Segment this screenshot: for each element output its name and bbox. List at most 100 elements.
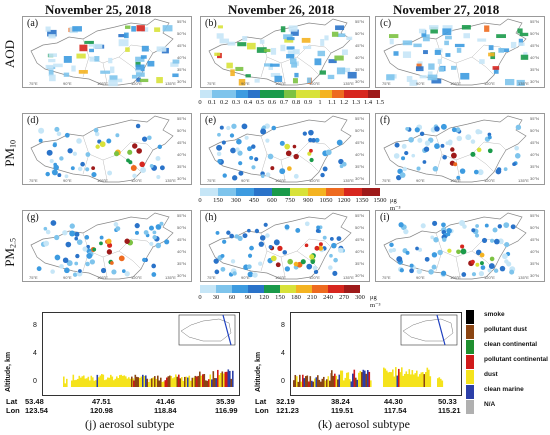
map-lat-label: 55°N: [355, 19, 364, 24]
lidar-column: [353, 369, 356, 387]
map-panel-h: 55°N 50°N 45°N 40°N 35°N 30°N 75°E 90°E 105°E 120…: [200, 210, 370, 282]
colorbar-tick: 1.2: [339, 99, 349, 106]
colorbar-segment: [224, 90, 236, 98]
lidar-column: [349, 379, 351, 387]
colorbar-segment: [254, 188, 272, 196]
station-dot: [284, 224, 290, 230]
aod-pixel: [94, 56, 100, 62]
colorbar-segment: [328, 285, 344, 293]
colorbar-tick: 0.3: [231, 99, 241, 106]
aod-pixel: [156, 77, 163, 84]
lidar-column: [338, 374, 341, 387]
station-dot: [38, 127, 45, 134]
aod-pixel: [71, 65, 76, 72]
lidar-column: [158, 380, 161, 387]
aod-pixel: [342, 67, 351, 73]
lidar-column: [123, 375, 126, 387]
map-province-lines: [435, 232, 507, 278]
lidar-column: [133, 380, 135, 387]
map-lon-label: 90°E: [416, 81, 425, 86]
map-province-lines: [82, 135, 154, 181]
station-dot: [417, 137, 423, 143]
colorbar-segment: [264, 285, 280, 293]
station-dot: [450, 147, 455, 152]
station-dot: [488, 263, 495, 270]
lidar-j-lon-2: 118.84: [154, 406, 177, 415]
colorbar-tick: 150: [275, 294, 285, 301]
station-dot: [64, 132, 70, 138]
map-lat-label: 50°N: [530, 31, 539, 36]
station-dot: [85, 261, 90, 267]
lidar-column: [104, 380, 106, 387]
station-dot: [456, 175, 461, 180]
station-dot: [94, 131, 100, 137]
station-dot: [95, 144, 100, 149]
aod-pixel: [409, 79, 418, 86]
station-dot: [502, 253, 508, 260]
lidar-column: [161, 381, 164, 387]
lidar-column: [128, 377, 130, 387]
aod-pixel: [291, 62, 298, 68]
map-lat-label: 30°N: [355, 273, 364, 278]
aod-pixel: [270, 47, 277, 55]
station-dot: [409, 268, 414, 274]
lidar-column: [90, 375, 93, 387]
map-lat-label: 55°N: [355, 213, 364, 218]
aod-pixel: [230, 69, 235, 77]
lidar-column: [191, 377, 194, 387]
lidar-column: [114, 378, 117, 387]
station-dot: [314, 137, 320, 143]
lidar-panel-k: [290, 312, 462, 396]
lidar-column: [66, 378, 68, 387]
colorbar-segment: [272, 188, 290, 196]
aod-pixel: [416, 63, 422, 69]
map-lat-label: 55°N: [177, 19, 186, 24]
colorbar-segment: [236, 188, 254, 196]
station-dot: [254, 157, 259, 162]
lidar-column: [160, 377, 162, 387]
lidar-column: [309, 376, 312, 387]
map-lat-label: 55°N: [177, 213, 186, 218]
station-dot: [331, 242, 337, 249]
panel-letter: (e): [204, 115, 218, 126]
aod-pixel: [235, 66, 244, 72]
aod-pixel: [454, 43, 465, 48]
aod-pixel: [63, 56, 72, 63]
station-dot: [46, 149, 53, 156]
lidar-column: [317, 375, 319, 387]
station-dot: [322, 166, 328, 172]
aod-pixel: [242, 36, 248, 41]
station-dot: [447, 248, 452, 253]
lidar-k-lon-label: Lon: [255, 406, 269, 415]
panel-letter: (b): [204, 18, 218, 29]
station-dot: [325, 149, 332, 156]
lidar-column: [116, 376, 118, 387]
lidar-column: [422, 372, 424, 387]
aod-pixel: [109, 75, 118, 82]
station-dot: [152, 230, 157, 235]
aod-pixel: [463, 33, 470, 39]
map-lat-label: 35°N: [177, 261, 186, 266]
aod-pixel: [415, 66, 424, 72]
lidar-column: [306, 375, 309, 387]
station-dot: [84, 235, 90, 240]
lidar-k-lat-1: 38.24: [331, 397, 350, 406]
aod-pixel: [72, 26, 82, 32]
lidar-column: [93, 380, 96, 387]
colorbar-tick: 1050: [319, 197, 333, 204]
station-dot: [402, 166, 407, 172]
station-dot: [237, 150, 243, 156]
aod-pixel: [89, 56, 95, 62]
map-lon-label: 135°E: [165, 81, 176, 86]
caption-j: (j) aerosol subtype: [85, 417, 175, 431]
map-lat-label: 30°N: [177, 176, 186, 181]
station-dot: [460, 248, 467, 255]
legend-pollutant-continental: pollutant continental: [484, 356, 548, 363]
aod-pixel: [346, 36, 353, 40]
map-lat-label: 45°N: [530, 43, 539, 48]
map-lon-label: 75°E: [382, 275, 391, 280]
lidar-column: [359, 370, 362, 387]
lidar-column: [362, 369, 365, 387]
station-dot: [451, 127, 457, 133]
date-header-1: November 25, 2018: [45, 2, 152, 17]
